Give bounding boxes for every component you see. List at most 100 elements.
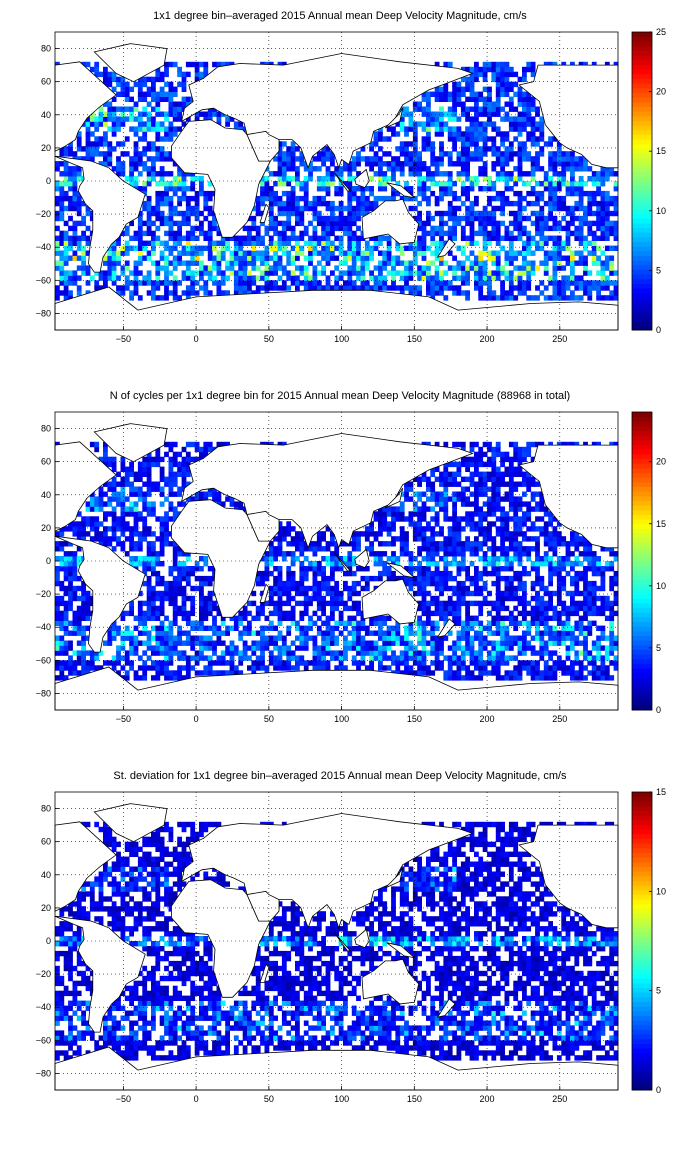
- heatmap-cell: [121, 631, 126, 636]
- heatmap-cell: [535, 181, 540, 186]
- heatmap-cell: [142, 131, 147, 136]
- heatmap-cell: [570, 156, 575, 161]
- heatmap-cell: [417, 655, 422, 660]
- heatmap-cell: [457, 496, 462, 501]
- heatmap-cell: [199, 72, 204, 77]
- heatmap-cell: [299, 586, 304, 591]
- heatmap-cell: [169, 121, 174, 126]
- heatmap-cell: [457, 87, 462, 92]
- heatmap-cell: [68, 186, 73, 191]
- y-tick-label: 80: [41, 44, 51, 54]
- heatmap-cell: [439, 97, 444, 102]
- heatmap-cell: [347, 551, 352, 556]
- heatmap-cell: [195, 561, 200, 566]
- heatmap-cell: [352, 196, 357, 201]
- heatmap-cell: [343, 655, 348, 660]
- heatmap-cell: [147, 506, 152, 511]
- heatmap-cell: [478, 270, 483, 275]
- heatmap-cell: [238, 246, 243, 251]
- heatmap-cell: [59, 660, 64, 665]
- heatmap-cell: [103, 536, 108, 541]
- heatmap-cell: [369, 275, 374, 280]
- heatmap-cell: [208, 206, 213, 211]
- heatmap-cell: [326, 581, 331, 586]
- heatmap-cell: [321, 186, 326, 191]
- heatmap-cell: [112, 256, 117, 261]
- heatmap-cell: [513, 176, 518, 181]
- heatmap-cell: [566, 166, 571, 171]
- heatmap-cell: [452, 591, 457, 596]
- heatmap-cell: [522, 246, 527, 251]
- heatmap-cell: [295, 176, 300, 181]
- heatmap-cell: [531, 191, 536, 196]
- heatmap-cell: [203, 196, 208, 201]
- heatmap-cell: [439, 546, 444, 551]
- colorbar-step: [632, 74, 652, 79]
- heatmap-cell: [64, 601, 69, 606]
- heatmap-cell: [269, 611, 274, 616]
- heatmap-cell: [361, 531, 366, 536]
- heatmap-cell: [426, 265, 431, 270]
- heatmap-cell: [496, 221, 501, 226]
- heatmap-cell: [391, 261, 396, 266]
- heatmap-cell: [378, 561, 383, 566]
- heatmap-cell: [409, 156, 414, 161]
- heatmap-cell: [474, 107, 479, 112]
- heatmap-cell: [465, 156, 470, 161]
- heatmap-cell: [435, 650, 440, 655]
- heatmap-cell: [116, 660, 121, 665]
- heatmap-cell: [601, 265, 606, 270]
- heatmap-cell: [487, 251, 492, 256]
- heatmap-cell: [138, 546, 143, 551]
- heatmap-cell: [73, 166, 78, 171]
- heatmap-cell: [548, 186, 553, 191]
- heatmap-cell: [413, 526, 418, 531]
- heatmap-cell: [609, 221, 614, 226]
- heatmap-cell: [509, 171, 514, 176]
- heatmap-cell: [317, 156, 322, 161]
- heatmap-cell: [217, 241, 222, 246]
- heatmap-cell: [221, 256, 226, 261]
- heatmap-cell: [478, 216, 483, 221]
- heatmap-cell: [55, 556, 60, 561]
- heatmap-cell: [151, 280, 156, 285]
- heatmap-cell: [291, 201, 296, 206]
- heatmap-cell: [430, 496, 435, 501]
- heatmap-cell: [147, 166, 152, 171]
- heatmap-cell: [435, 280, 440, 285]
- heatmap-cell: [430, 541, 435, 546]
- heatmap-cell: [465, 265, 470, 270]
- heatmap-cell: [539, 121, 544, 126]
- heatmap-cell: [452, 641, 457, 646]
- heatmap-cell: [64, 206, 69, 211]
- heatmap-cell: [138, 621, 143, 626]
- heatmap-cell: [470, 131, 475, 136]
- heatmap-cell: [129, 161, 134, 166]
- heatmap-cell: [147, 181, 152, 186]
- heatmap-cell: [291, 256, 296, 261]
- heatmap-cell: [177, 256, 182, 261]
- heatmap-cell: [448, 665, 453, 670]
- heatmap-cell: [352, 601, 357, 606]
- heatmap-cell: [295, 211, 300, 216]
- heatmap-cell: [59, 675, 64, 680]
- heatmap-cell: [199, 275, 204, 280]
- heatmap-cell: [169, 670, 174, 675]
- heatmap-cell: [491, 295, 496, 300]
- heatmap-cell: [304, 176, 309, 181]
- heatmap-cell: [107, 251, 112, 256]
- heatmap-cell: [251, 241, 256, 246]
- heatmap-cell: [77, 655, 82, 660]
- heatmap-cell: [199, 670, 204, 675]
- heatmap-cell: [553, 265, 558, 270]
- heatmap-cell: [487, 295, 492, 300]
- heatmap-cell: [90, 516, 95, 521]
- heatmap-cell: [230, 650, 235, 655]
- heatmap-cell: [443, 581, 448, 586]
- heatmap-cell: [59, 556, 64, 561]
- heatmap-cell: [299, 251, 304, 256]
- heatmap-cell: [544, 221, 549, 226]
- heatmap-cell: [269, 561, 274, 566]
- heatmap-cell: [439, 146, 444, 151]
- heatmap-cell: [55, 241, 60, 246]
